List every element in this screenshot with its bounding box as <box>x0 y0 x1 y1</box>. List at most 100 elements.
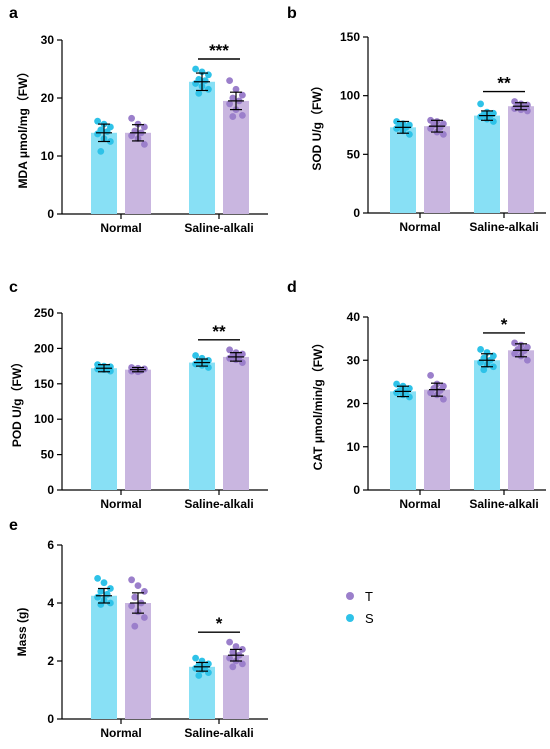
x-tick-label: Normal <box>100 221 141 235</box>
y-tick-label: 250 <box>34 306 54 320</box>
panel-letter: d <box>287 279 297 296</box>
panel-letter: b <box>287 5 297 22</box>
data-point-S <box>192 80 200 87</box>
y-tick-label: 20 <box>347 397 361 411</box>
data-point-T <box>524 356 531 364</box>
data-point-S <box>103 590 111 598</box>
panel-letter: c <box>9 279 18 296</box>
data-point-T <box>239 660 246 668</box>
chart-panel-c: c POD U/g（FW） 0 50 100 150 200 250 Normal Saline-… <box>9 279 268 511</box>
data-point-T <box>239 91 246 99</box>
data-point-T <box>229 113 237 120</box>
y-tick-label: 0 <box>353 483 360 497</box>
data-point-T <box>511 350 518 358</box>
bar-T-saline-alkali <box>508 350 534 490</box>
y-axis-title: CAT μmol/min/g（FW） <box>310 337 325 471</box>
bar-T-normal <box>125 369 151 490</box>
y-tick-label: 4 <box>47 596 54 610</box>
chart-panel-e: e Mass (g) 0 2 4 6 Normal Saline-alkali * <box>9 517 268 740</box>
data-point-S <box>406 130 413 138</box>
panel-letter: a <box>9 5 18 22</box>
y-tick-label: 0 <box>353 206 360 220</box>
y-tick-label: 0 <box>47 483 54 497</box>
data-point-T <box>427 389 434 397</box>
data-point-S <box>94 593 101 601</box>
bar-S-saline-alkali <box>189 362 215 490</box>
data-point-S <box>205 85 212 93</box>
data-point-S <box>94 130 101 138</box>
y-tick-label: 10 <box>347 440 361 454</box>
bar-S-saline-alkali <box>474 360 500 490</box>
data-point-S <box>477 113 484 121</box>
bar-S-normal <box>91 368 117 490</box>
x-tick-label: Normal <box>100 497 141 511</box>
y-tick-label: 50 <box>41 448 55 462</box>
data-point-T <box>128 367 136 375</box>
data-point-S <box>477 346 484 353</box>
legend-marker-S <box>346 614 354 622</box>
y-axis-title: Mass (g) <box>15 608 29 657</box>
y-axis-title: SOD U/g（FW） <box>309 79 324 170</box>
y-tick-label: 2 <box>47 654 54 668</box>
data-point-S <box>192 654 200 662</box>
data-point-S <box>205 364 212 371</box>
data-point-T <box>440 395 447 403</box>
y-tick-label: 150 <box>34 377 54 391</box>
data-point-T <box>226 346 234 354</box>
data-point-S <box>107 138 114 145</box>
data-point-S <box>195 89 203 97</box>
x-tick-label: Saline-alkali <box>184 726 253 740</box>
bar-T-saline-alkali <box>223 356 249 490</box>
data-point-T <box>141 141 148 148</box>
data-point-T <box>226 638 234 646</box>
data-point-T <box>128 576 136 584</box>
bar-T-saline-alkali <box>223 100 249 214</box>
data-point-S <box>490 118 497 125</box>
data-point-T <box>524 107 531 115</box>
data-point-S <box>201 77 209 84</box>
bar-S-normal <box>91 132 117 214</box>
y-tick-label: 40 <box>347 310 361 324</box>
y-axis-title: MDA μmol/mg（FW） <box>15 66 30 189</box>
bar-S-normal <box>390 391 416 490</box>
data-point-T <box>232 85 240 93</box>
data-point-S <box>107 585 114 592</box>
data-point-S <box>97 601 105 608</box>
bar-S-saline-alkali <box>474 115 500 213</box>
chart-panel-d: d CAT μmol/min/g（FW） 0 10 20 30 40 Normal Saline… <box>287 279 546 511</box>
data-point-S <box>393 389 400 397</box>
data-point-T <box>128 132 136 140</box>
data-point-T <box>239 646 246 653</box>
data-point-T <box>511 339 518 347</box>
y-tick-label: 100 <box>34 412 54 426</box>
legend-marker-T <box>346 592 354 600</box>
data-point-S <box>192 352 200 359</box>
y-tick-label: 30 <box>41 33 55 47</box>
y-tick-label: 150 <box>340 30 360 44</box>
data-point-T <box>229 663 237 671</box>
data-point-T <box>141 588 148 595</box>
legend-label-T: T <box>365 589 373 604</box>
chart-panel-b: b SOD U/g（FW） 0 50 100 150 Normal Saline-alkali… <box>287 5 546 234</box>
data-point-T <box>226 654 234 662</box>
data-point-T <box>131 593 139 601</box>
bar-S-saline-alkali <box>189 81 215 214</box>
significance-label: * <box>216 614 223 633</box>
data-point-T <box>128 114 136 122</box>
data-point-T <box>427 125 434 132</box>
data-point-T <box>141 123 148 131</box>
data-point-T <box>427 371 434 379</box>
bar-T-saline-alkali <box>508 106 534 213</box>
data-point-S <box>103 128 111 136</box>
data-point-T <box>226 77 234 84</box>
data-point-T <box>232 643 240 650</box>
legend: TS <box>346 589 374 626</box>
data-point-T <box>440 130 447 138</box>
data-point-T <box>229 648 237 656</box>
data-point-S <box>490 363 497 371</box>
y-tick-label: 10 <box>41 149 55 163</box>
significance-label: *** <box>209 41 229 60</box>
chart-panel-a: a MDA μmol/mg（FW） 0 10 20 30 Normal Saline-alka… <box>9 5 268 235</box>
data-point-T <box>239 112 246 119</box>
